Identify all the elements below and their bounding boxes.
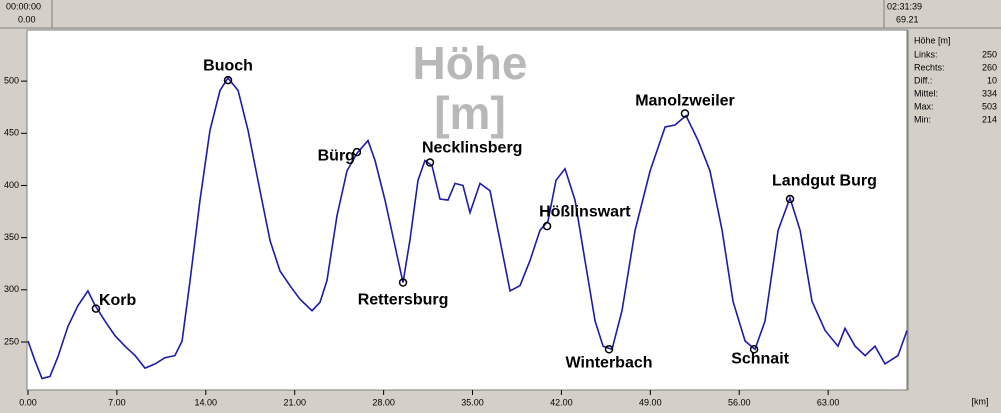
stat-value: 503 xyxy=(982,101,997,111)
end-km: 69.21 xyxy=(896,14,919,24)
x-tick-label: 14.00 xyxy=(195,397,218,407)
waypoint-label: Schnait xyxy=(731,351,789,368)
x-tick-label: 28.00 xyxy=(372,397,395,407)
y-tick-label: 400 xyxy=(4,180,19,190)
start-time: 00:00:00 xyxy=(6,1,41,11)
waypoint-marker xyxy=(542,221,552,231)
waypoint-marker xyxy=(398,278,408,287)
y-tick-label: 250 xyxy=(4,336,19,346)
x-tick-label: 35.00 xyxy=(461,397,484,407)
stat-value: 214 xyxy=(982,114,997,124)
stat-label: Links: xyxy=(914,49,938,59)
waypoint-label: Rettersburg xyxy=(358,292,449,309)
waypoint-marker xyxy=(604,345,614,354)
stat-label: Mittel: xyxy=(914,88,938,98)
stat-value: 260 xyxy=(982,62,997,72)
waypoint-label: Necklinsberg xyxy=(422,140,522,157)
start-km: 0.00 xyxy=(18,14,36,24)
waypoint-marker xyxy=(749,345,759,354)
waypoint-marker xyxy=(785,194,795,204)
x-axis-unit: [km] xyxy=(972,396,989,406)
waypoint-label: Winterbach xyxy=(566,355,653,372)
elevation-line xyxy=(27,76,908,380)
stat-label: Min: xyxy=(914,114,931,124)
y-tick-label: 450 xyxy=(4,128,19,138)
plot-area xyxy=(26,29,908,391)
x-tick-label: 63.00 xyxy=(817,397,840,407)
waypoint-marker xyxy=(425,158,435,167)
waypoint-label: Buoch xyxy=(203,57,253,74)
stat-label: Max: xyxy=(914,101,934,111)
stat-value: 10 xyxy=(987,75,997,85)
y-tick-label: 500 xyxy=(4,76,19,86)
waypoint-marker xyxy=(680,109,690,118)
x-tick-label: 21.00 xyxy=(283,397,306,407)
x-tick-label: 42.00 xyxy=(550,397,573,407)
waypoint-marker xyxy=(91,304,101,313)
stat-value: 334 xyxy=(982,88,997,98)
y-tick-label: 300 xyxy=(4,284,19,294)
y-tick-label: 350 xyxy=(4,232,19,242)
waypoint-label: Hößlinswart xyxy=(539,203,631,220)
stats-title: Höhe [m] xyxy=(914,35,951,45)
x-tick-label: 7.00 xyxy=(108,397,126,407)
waypoint-label: Bürg xyxy=(318,147,355,164)
stat-value: 250 xyxy=(982,49,997,59)
waypoint-label: Korb xyxy=(99,292,137,309)
chart-title: Höhe [m] xyxy=(412,37,528,139)
x-tick-label: 56.00 xyxy=(728,397,751,407)
stat-label: Rechts: xyxy=(914,62,945,72)
waypoint-label: Manolzweiler xyxy=(635,93,735,110)
waypoint-marker xyxy=(223,75,233,85)
stat-label: Diff.: xyxy=(914,75,932,85)
x-tick-label: 49.00 xyxy=(639,397,662,407)
end-time: 02:31:39 xyxy=(887,1,922,11)
x-tick-label: 0.00 xyxy=(19,397,37,407)
waypoint-marker xyxy=(352,147,362,157)
waypoint-label: Landgut Burg xyxy=(772,172,877,189)
